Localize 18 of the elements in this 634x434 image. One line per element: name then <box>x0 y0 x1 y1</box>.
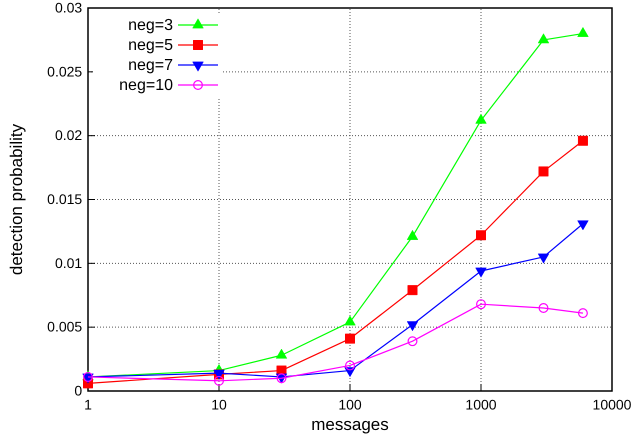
x-tick-label: 10000 <box>592 396 632 412</box>
y-tick-label: 0.02 <box>54 127 82 144</box>
x-tick-label: 10 <box>211 396 227 412</box>
x-tick-label: 100 <box>338 396 362 412</box>
x-axis-title: messages <box>311 415 389 434</box>
legend-label: neg=5 <box>128 37 174 54</box>
y-tick-label: 0.03 <box>54 0 82 16</box>
x-tick-label: 1000 <box>465 396 497 412</box>
y-axis-title: detection probability <box>7 123 26 276</box>
x-tick-label: 1 <box>84 396 92 412</box>
y-tick-label: 0.01 <box>54 254 82 271</box>
y-tick-label: 0.025 <box>47 63 82 80</box>
legend-label: neg=10 <box>119 77 174 94</box>
legend-label: neg=3 <box>128 17 174 34</box>
y-tick-label: 0.015 <box>47 190 82 207</box>
y-tick-label: 0.005 <box>47 318 82 335</box>
y-tick-label: 0 <box>74 382 82 398</box>
legend-label: neg=7 <box>128 57 174 74</box>
